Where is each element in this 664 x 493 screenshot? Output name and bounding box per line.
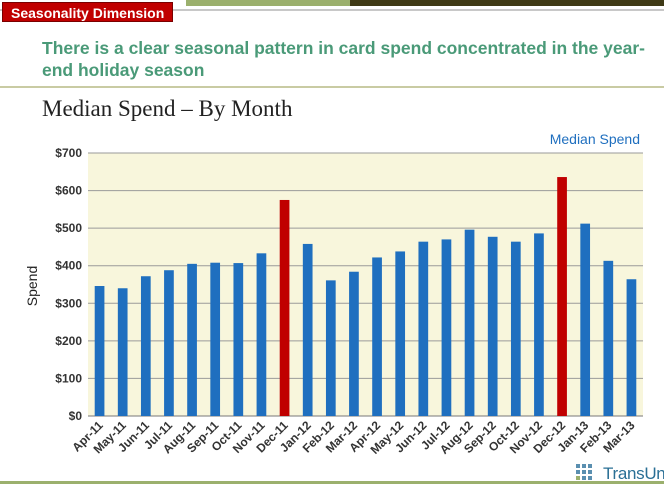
bar-sep-11 bbox=[210, 262, 221, 416]
bar-dec-12 bbox=[557, 177, 567, 416]
bar-apr-12 bbox=[372, 257, 382, 416]
y-tick-label: $600 bbox=[55, 184, 82, 198]
y-tick-label: $500 bbox=[55, 221, 82, 235]
gridlines bbox=[88, 152, 643, 417]
y-axis-ticks: $0 $100 $200 $300 $400 $500 $600 $700 bbox=[55, 146, 82, 423]
banner-stripe-green bbox=[186, 0, 350, 6]
bar-oct-11 bbox=[233, 263, 244, 416]
headline-divider bbox=[0, 86, 664, 88]
bar-jul-12 bbox=[441, 239, 452, 416]
bar-feb-13 bbox=[603, 260, 614, 416]
plot-background bbox=[88, 153, 643, 416]
headline: There is a clear seasonal pattern in car… bbox=[42, 38, 645, 80]
banner-rule bbox=[0, 9, 664, 11]
section-tag: Seasonality Dimension bbox=[2, 2, 174, 22]
top-banner bbox=[0, 0, 664, 26]
bar-may-12 bbox=[395, 251, 406, 416]
bar-jul-11 bbox=[164, 270, 174, 416]
bar-nov-12 bbox=[534, 233, 544, 416]
bar-aug-12 bbox=[464, 229, 475, 416]
legend-series-label: Median Spend bbox=[550, 131, 640, 147]
bar-sep-12 bbox=[487, 236, 498, 416]
bar-mar-12 bbox=[349, 271, 359, 416]
transunion-logo-icon bbox=[576, 464, 592, 484]
bar-nov-11 bbox=[256, 253, 267, 416]
bar-jan-13 bbox=[580, 223, 591, 416]
bar-jun-11 bbox=[140, 276, 151, 416]
bar-jan-12 bbox=[302, 243, 313, 416]
bar-oct-12 bbox=[510, 241, 521, 416]
bar-feb-12 bbox=[325, 280, 336, 416]
x-axis-ticks: Apr-11May-11Jun-11Jul-11Aug-11Sep-11Oct-… bbox=[69, 418, 637, 457]
transunion-logo-text: TransUnion® bbox=[603, 464, 664, 483]
bar-apr-11 bbox=[94, 286, 105, 416]
y-tick-label: $300 bbox=[55, 296, 82, 310]
y-tick-label: $200 bbox=[55, 334, 82, 348]
y-tick-label: $700 bbox=[55, 146, 82, 160]
plot-area bbox=[88, 153, 643, 416]
bar-jun-12 bbox=[418, 241, 429, 416]
bar-may-11 bbox=[117, 288, 128, 416]
bar-mar-13 bbox=[626, 279, 637, 416]
banner-stripe-dark bbox=[350, 0, 664, 6]
chart-title: Median Spend – By Month bbox=[42, 96, 293, 121]
bar-series bbox=[94, 177, 637, 416]
y-axis-label: Spend bbox=[24, 266, 40, 306]
y-tick-label: $100 bbox=[55, 371, 82, 385]
bar-chart: $0 $100 $200 $300 $400 $500 $600 $700 Apr-11May… bbox=[24, 131, 643, 457]
bar-aug-11 bbox=[187, 263, 197, 416]
bar-dec-11 bbox=[279, 199, 290, 416]
y-tick-label: $0 bbox=[69, 409, 83, 423]
y-tick-label: $400 bbox=[55, 259, 82, 273]
footer-rule bbox=[0, 481, 664, 484]
